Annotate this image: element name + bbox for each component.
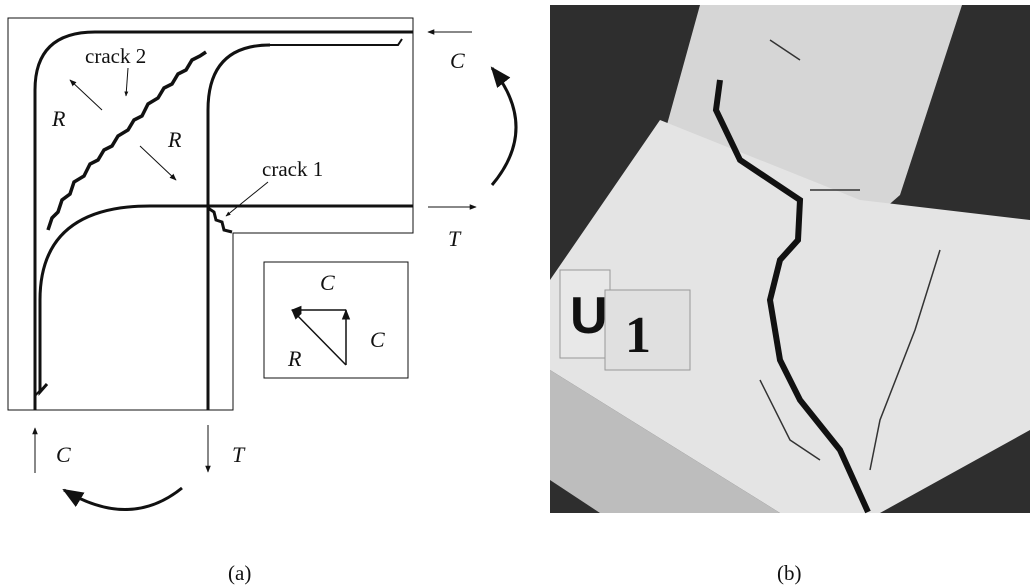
caption: (b) bbox=[777, 561, 802, 585]
label: crack 2 bbox=[85, 44, 146, 68]
label: C bbox=[370, 327, 385, 352]
pointer bbox=[126, 68, 128, 96]
specimen-label: U bbox=[570, 287, 608, 345]
specimen-label: 1 bbox=[625, 307, 651, 364]
rebar bbox=[208, 45, 270, 410]
label: C bbox=[56, 442, 71, 467]
rebar bbox=[40, 206, 413, 392]
arrow bbox=[70, 80, 102, 110]
panel-a: crack 2 crack 1 R R C T C T C C R (a) bbox=[8, 18, 516, 585]
inset bbox=[264, 262, 408, 378]
moment-arrow bbox=[492, 68, 516, 185]
panel-b: U 1 (b) bbox=[550, 5, 1030, 585]
caption: (a) bbox=[228, 561, 251, 585]
label: T bbox=[232, 442, 246, 467]
figure: crack 2 crack 1 R R C T C T C C R (a) U … bbox=[0, 0, 1030, 585]
label: R bbox=[51, 106, 66, 131]
label: C bbox=[450, 48, 465, 73]
joint-outline bbox=[8, 18, 413, 410]
label: R bbox=[287, 346, 302, 371]
label: C bbox=[320, 270, 335, 295]
moment-arrow bbox=[64, 488, 182, 510]
label: R bbox=[167, 127, 182, 152]
pointer bbox=[226, 182, 268, 216]
rebar bbox=[35, 32, 413, 410]
crack-1 bbox=[208, 208, 232, 232]
rebar-hook bbox=[270, 39, 402, 45]
label: T bbox=[448, 226, 462, 251]
label: crack 1 bbox=[262, 157, 323, 181]
